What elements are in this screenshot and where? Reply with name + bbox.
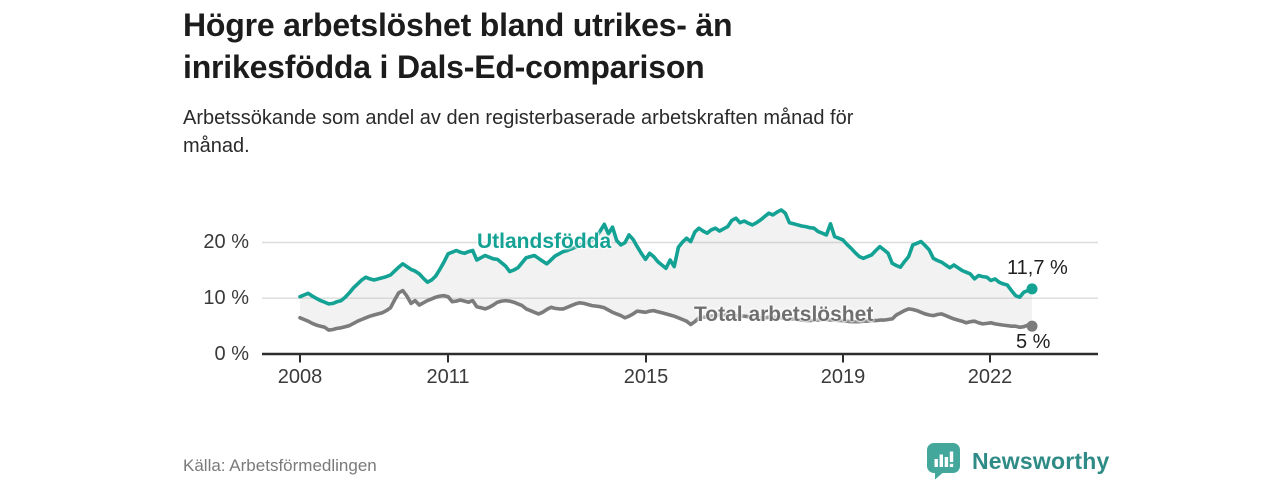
x-tick-label-2015: 2015 bbox=[623, 366, 669, 388]
newsworthy-wordmark: Newsworthy bbox=[972, 447, 1110, 474]
end-dot-total-arbetsl-shet bbox=[1026, 320, 1038, 332]
newsworthy-bubble-chart-icon bbox=[927, 443, 960, 480]
y-tick-label-10: 10 % bbox=[203, 287, 249, 309]
page-title: Högre arbetslöshet bland utrikes- än inr… bbox=[183, 7, 733, 85]
series-lines bbox=[298, 208, 1038, 332]
source-attribution: Källa: Arbetsförmedlingen bbox=[183, 456, 377, 475]
end-dot-utlandsf-dda bbox=[1026, 283, 1038, 295]
newsworthy-logo: Newsworthy bbox=[926, 443, 1110, 480]
y-tick-label-0: 0 % bbox=[214, 343, 249, 365]
series-label-utlandsfodda: Utlandsfödda bbox=[477, 230, 612, 253]
page-subtitle: Arbetssökande som andel av den registerb… bbox=[183, 107, 854, 157]
series-line-total-arbetsl-shet bbox=[298, 288, 1034, 332]
x-axis bbox=[262, 352, 1098, 363]
end-value-label-total: 5 % bbox=[1016, 331, 1051, 353]
y-tick-label-20: 20 % bbox=[203, 231, 249, 253]
x-tick-label-2011: 2011 bbox=[426, 366, 470, 388]
series-label-total-arbetsloshet: Total arbetslöshet bbox=[694, 303, 874, 326]
series-line-utlandsf-dda bbox=[298, 208, 1034, 306]
end-value-label-utlandsfodda: 11,7 % bbox=[1007, 257, 1068, 279]
x-tick-label-2019: 2019 bbox=[820, 366, 866, 388]
x-tick-label-2022: 2022 bbox=[967, 366, 1013, 388]
x-tick-label-2008: 2008 bbox=[277, 366, 323, 388]
